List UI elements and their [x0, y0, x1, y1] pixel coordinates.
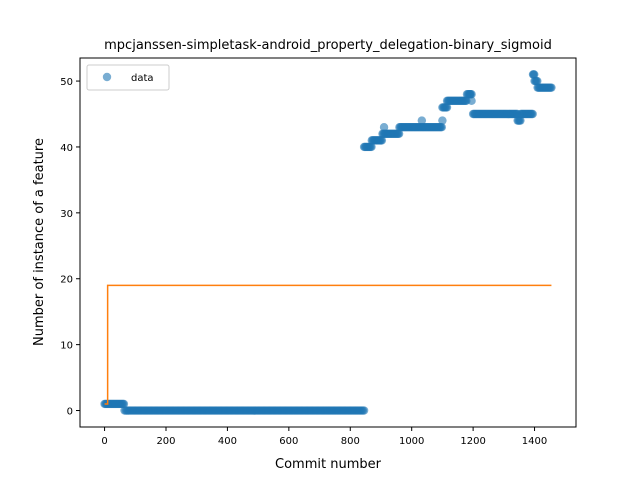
- y-tick-label: 0: [67, 407, 73, 418]
- data-point: [379, 122, 389, 132]
- x-tick-label: 600: [279, 436, 298, 447]
- data-point: [547, 83, 556, 92]
- x-axis-label: Commit number: [275, 457, 382, 472]
- fit-line: [104, 284, 552, 405]
- data-point: [437, 122, 446, 132]
- data-point: [516, 116, 525, 125]
- data-point: [467, 96, 476, 106]
- data-point: [465, 90, 475, 99]
- y-tick-label: 40: [60, 143, 73, 154]
- data-point: [359, 406, 369, 415]
- y-tick-label: 10: [60, 341, 73, 352]
- axis-ticks: 0 200 400 600 800 1000 1200 1400 0 10 20 30 40 50: [60, 77, 547, 447]
- chart-title: mpcjanssen-simpletask-android_property_d…: [104, 38, 552, 53]
- x-tick-label: 0: [101, 436, 107, 447]
- legend-marker-data: [102, 72, 112, 82]
- y-axis-label: Number of instance of a feature: [32, 138, 47, 346]
- x-tick-label: 800: [341, 436, 360, 447]
- data-point: [533, 76, 542, 86]
- data-point: [119, 399, 129, 409]
- data-point: [367, 142, 376, 152]
- legend: data: [86, 64, 170, 91]
- x-tick-label: 1200: [460, 436, 485, 447]
- data-point: [417, 116, 427, 125]
- data-point: [394, 129, 404, 138]
- x-tick-label: 200: [156, 436, 175, 447]
- plot-area: [100, 70, 556, 415]
- x-tick-label: 1400: [522, 436, 547, 447]
- y-tick-label: 50: [60, 77, 73, 88]
- data-point: [438, 116, 447, 125]
- data-point: [377, 136, 387, 145]
- y-tick-label: 30: [60, 209, 73, 220]
- data-point: [442, 103, 452, 112]
- legend-box: [86, 64, 170, 91]
- y-tick-label: 20: [60, 275, 73, 286]
- x-tick-label: 1000: [399, 436, 424, 447]
- legend-label-data: data: [131, 73, 154, 84]
- axes-frame: [79, 57, 577, 428]
- x-tick-label: 400: [218, 436, 237, 447]
- data-series: [100, 70, 556, 415]
- data-point: [528, 109, 537, 119]
- data-point: [530, 70, 539, 79]
